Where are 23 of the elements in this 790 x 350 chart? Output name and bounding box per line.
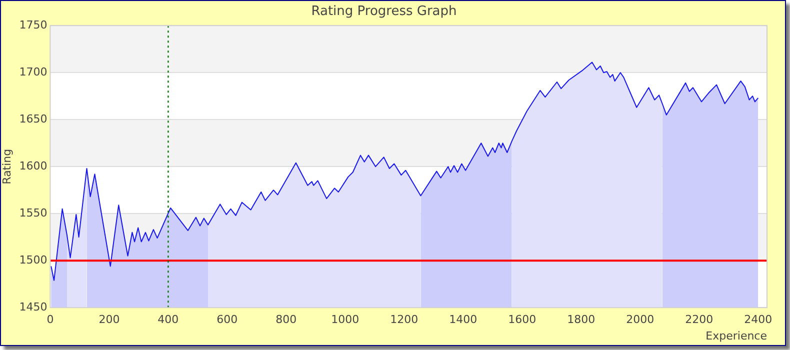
y-tick-label: 1500 (19, 253, 48, 266)
y-tick-label: 1700 (19, 65, 48, 78)
x-axis-title: Experience (706, 329, 768, 342)
y-tick-label: 1600 (19, 159, 48, 172)
y-tick-label: 1750 (19, 18, 48, 32)
x-tick-label: 2000 (626, 313, 654, 326)
x-tick-label: 1200 (390, 313, 418, 326)
x-tick-label: 800 (276, 313, 297, 326)
x-tick-label: 400 (158, 313, 179, 326)
x-tick-label: 600 (216, 313, 238, 326)
x-tick-label: 1600 (508, 313, 536, 326)
x-tick-label: 2200 (685, 313, 714, 326)
x-tick-label: 1800 (567, 313, 596, 326)
x-tick-label: 1000 (331, 313, 360, 326)
y-tick-label: 1650 (19, 112, 48, 126)
x-tick-label: 0 (46, 313, 54, 326)
y-tick-label: 1450 (19, 300, 48, 314)
x-tick-label: 1400 (449, 313, 478, 326)
x-tick-label: 200 (98, 313, 120, 326)
y-tick-label: 1550 (19, 206, 48, 220)
y-axis-title: Rating (0, 148, 14, 184)
x-tick-label: 2400 (744, 313, 772, 326)
chart-title: Rating Progress Graph (311, 4, 457, 20)
